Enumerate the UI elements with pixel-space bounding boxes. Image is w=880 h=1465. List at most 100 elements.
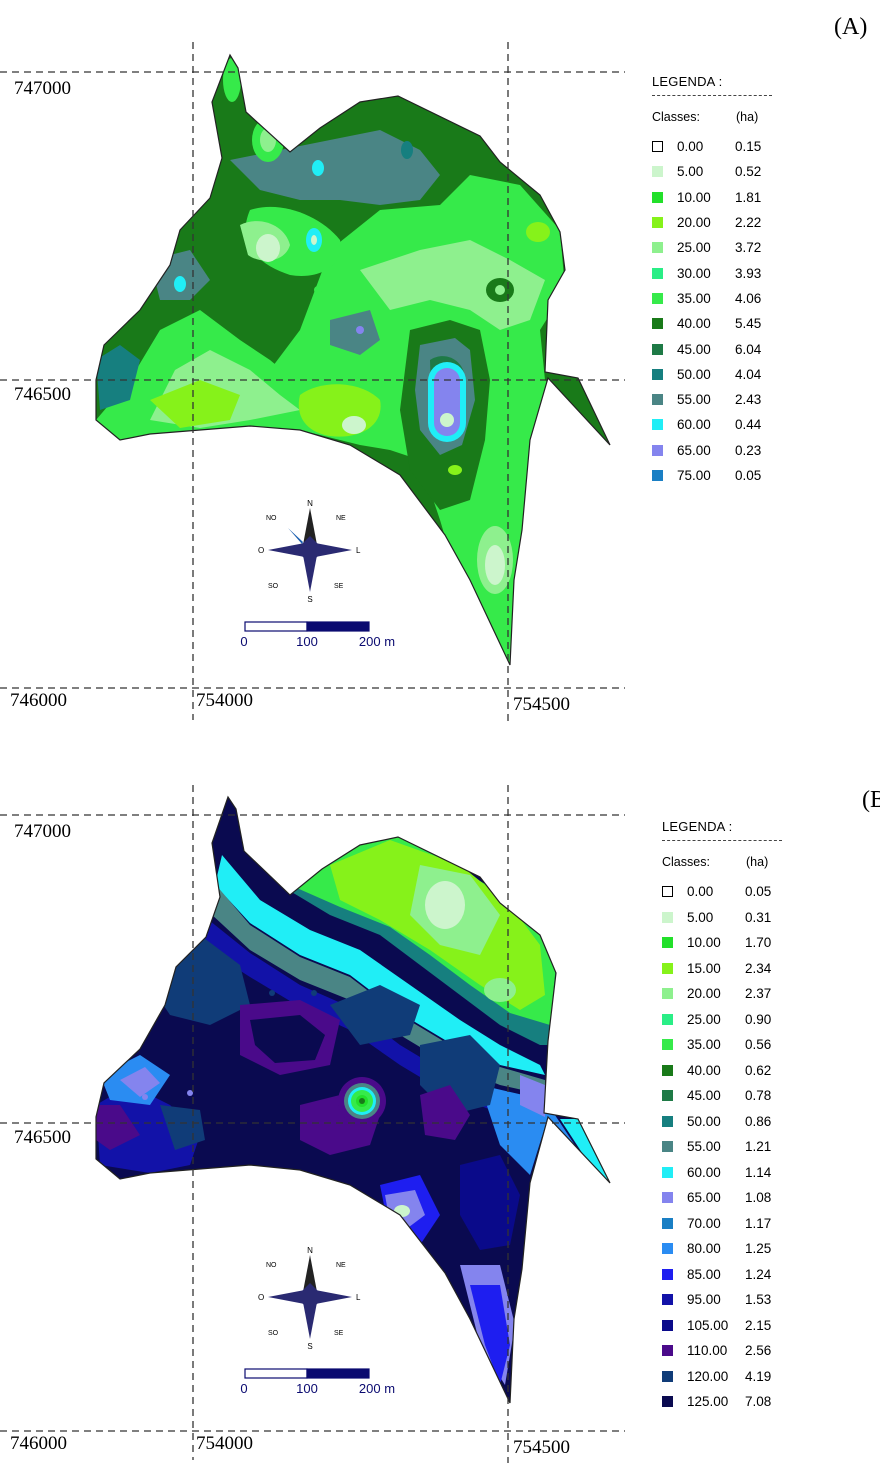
legend-item: 40.00 0.62 <box>662 1058 782 1084</box>
compass-nw-label: NO <box>266 515 277 522</box>
legend-item: 30.00 3.93 <box>652 260 772 285</box>
legend-item: 0.00 0.15 <box>652 134 772 159</box>
legend-class-value: 75.00 <box>677 468 711 483</box>
legend-area-value: 1.70 <box>745 935 772 951</box>
legend-swatch <box>662 1243 673 1255</box>
coord-east-754000: 754000 <box>196 690 253 711</box>
compass-s-label: S <box>307 595 312 604</box>
legend-area-value: 0.56 <box>745 1037 772 1053</box>
legend-swatch <box>662 988 673 1000</box>
legend-col-classes: Classes: <box>662 855 710 869</box>
map-a-surface <box>96 55 610 665</box>
legend-swatch <box>662 1319 673 1331</box>
map-a-grid <box>0 42 625 725</box>
legend-class-value: 30.00 <box>677 265 711 281</box>
legend-area-value: 2.15 <box>745 1317 772 1333</box>
legend-swatch <box>662 1013 673 1025</box>
legend-area-value: 3.93 <box>735 265 762 281</box>
legend-col-area: (ha) <box>736 110 759 124</box>
legend-swatch <box>662 1090 673 1102</box>
legend-item: 10.00 1.81 <box>652 185 772 210</box>
legend-title: LEGENDA : <box>652 74 772 96</box>
contour-map-a: N S L O NE NO SE SO 0 100 200 m <box>0 42 625 725</box>
legend-area-value: 7.08 <box>745 1394 772 1410</box>
legend-class-value: 15.00 <box>687 960 721 976</box>
legend-swatch <box>652 191 663 203</box>
legend-area-value: 6.04 <box>735 341 762 357</box>
legend-swatch <box>652 242 663 254</box>
compass-ne-label: NE <box>336 1262 346 1269</box>
legend-class-value: 45.00 <box>677 341 711 357</box>
legend-area-value: 1.08 <box>745 1190 772 1206</box>
legend-col-area: (ha) <box>746 855 769 869</box>
legend-area-value: 0.05 <box>735 468 762 483</box>
compass-se-label: SE <box>334 583 344 590</box>
coord-east-754500: 754500 <box>513 1437 570 1458</box>
legend-swatch <box>662 962 673 974</box>
legend-item: 50.00 4.04 <box>652 362 772 387</box>
legend-swatch <box>662 1370 673 1382</box>
legend-item: 65.00 1.08 <box>662 1185 782 1211</box>
legend-area-value: 5.45 <box>735 316 762 332</box>
legend-item: 10.00 1.70 <box>662 930 782 956</box>
legend-swatch <box>652 141 663 153</box>
map-b-boundary <box>95 795 611 1404</box>
legend-item: 65.00 0.23 <box>652 438 772 463</box>
compass-n-label: N <box>307 499 313 508</box>
legend-area-value: 3.72 <box>735 240 762 256</box>
legend-swatch <box>662 1141 673 1153</box>
map-b-surface <box>96 797 610 1403</box>
compass-w-label: O <box>258 546 264 555</box>
legend-area-value: 0.62 <box>745 1062 772 1078</box>
compass-e-label: L <box>356 546 361 555</box>
legend-class-value: 50.00 <box>687 1113 721 1129</box>
legend-item: 45.00 6.04 <box>652 336 772 361</box>
legend-rows: 0.00 0.05 5.00 0.31 10.00 1.70 15.00 2.34 20.00 2… <box>662 879 782 1415</box>
legend-item: 50.00 0.86 <box>662 1109 782 1135</box>
scale-label-100: 100 <box>296 1381 318 1396</box>
legend-class-value: 110.00 <box>687 1343 728 1359</box>
legend-item: 45.00 0.78 <box>662 1083 782 1109</box>
legend-class-value: 65.00 <box>677 442 711 458</box>
legend-area-value: 1.24 <box>745 1266 772 1282</box>
map-b-grid <box>0 785 625 1463</box>
legend-class-value: 5.00 <box>677 164 704 180</box>
map-panel-b: N S L O NE NO SE SO 0 100 200 m 747000 7… <box>0 745 880 1465</box>
legend-area-value: 1.53 <box>745 1292 772 1308</box>
legend-item: 25.00 3.72 <box>652 235 772 260</box>
legend-class-value: 35.00 <box>677 290 711 306</box>
legend-class-value: 55.00 <box>687 1139 721 1155</box>
legend-swatch <box>652 217 663 229</box>
legend-class-value: 10.00 <box>687 935 721 951</box>
legend-area-value: 1.14 <box>745 1164 772 1180</box>
legend-item: 40.00 5.45 <box>652 311 772 336</box>
legend-area-value: 0.86 <box>745 1113 772 1129</box>
panel-label-b: (B <box>862 787 880 813</box>
legend-area-value: 0.52 <box>735 164 762 180</box>
legend-class-value: 45.00 <box>687 1088 721 1104</box>
legend-class-value: 95.00 <box>687 1292 721 1308</box>
legend-item: 5.00 0.52 <box>652 159 772 184</box>
scale-label-200: 200 m <box>359 1381 395 1396</box>
legend-item: 20.00 2.37 <box>662 981 782 1007</box>
legend-area-value: 0.90 <box>745 1011 772 1027</box>
legend-area-value: 0.78 <box>745 1088 772 1104</box>
legend-item: 35.00 4.06 <box>652 286 772 311</box>
legend-area-value: 2.56 <box>745 1343 772 1359</box>
legend-class-value: 40.00 <box>677 316 711 332</box>
legend-item: 0.00 0.05 <box>662 879 782 905</box>
legend-swatch <box>662 1268 673 1280</box>
legend-item: 5.00 0.31 <box>662 905 782 931</box>
legend-area-value: 2.34 <box>745 960 772 976</box>
legend-area-value: 4.04 <box>735 366 762 382</box>
legend-swatch <box>652 343 663 355</box>
scale-label-0: 0 <box>240 1381 247 1396</box>
legend-class-value: 60.00 <box>687 1164 721 1180</box>
legend-header: Classes: (ha) <box>652 110 772 124</box>
legend-item: 85.00 1.24 <box>662 1262 782 1288</box>
legend-title: LEGENDA : <box>662 819 782 841</box>
legend-class-value: 20.00 <box>677 215 711 231</box>
compass-sw-label: SO <box>268 1330 279 1337</box>
legend-swatch <box>662 1192 673 1204</box>
legend-swatch <box>662 1396 673 1408</box>
